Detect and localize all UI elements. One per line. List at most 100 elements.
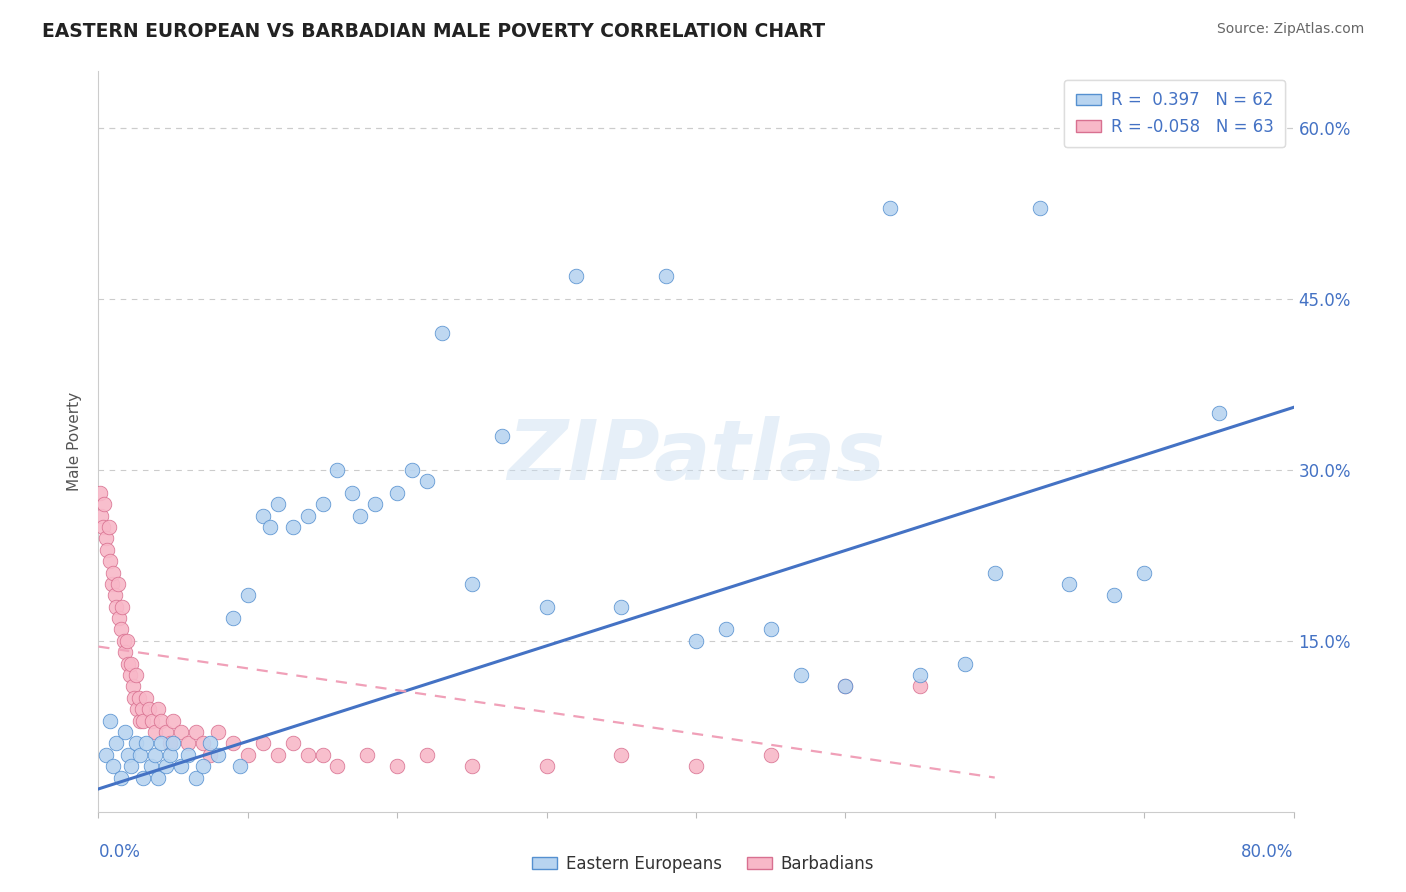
Point [120,657,142,671]
Point [97,520,120,534]
Point [401,463,423,477]
Point [177,736,200,750]
Point [908,680,931,694]
Point [105,599,128,614]
Point [129,714,152,728]
Point [908,668,931,682]
Point [281,736,304,750]
Point [150,714,173,728]
Point [121,680,143,694]
Point [143,747,166,762]
Point [162,736,184,750]
Point [162,714,184,728]
Point [100,554,122,568]
Point [200,747,222,762]
Point [107,577,129,591]
Point [104,588,127,602]
Point [200,736,222,750]
Point [148,771,170,785]
Point [117,657,139,671]
Point [207,747,229,762]
Point [111,599,134,614]
Point [184,771,207,785]
Point [759,747,782,762]
Point [259,520,281,534]
Point [155,759,177,773]
Point [132,771,155,785]
Point [311,747,333,762]
Point [536,759,558,773]
Point [94,532,117,546]
Point [135,736,157,750]
Point [236,588,259,602]
Point [112,633,135,648]
Point [139,759,162,773]
Point [169,725,191,739]
Point [159,736,181,750]
Point [155,725,177,739]
Point [759,623,782,637]
Legend: Eastern Europeans, Barbadians: Eastern Europeans, Barbadians [526,848,880,880]
Point [461,759,484,773]
Point [267,497,290,511]
Point [834,680,856,694]
Point [143,725,166,739]
Point [108,611,131,625]
Point [789,668,811,682]
Point [114,645,136,659]
Point [1208,406,1230,420]
Y-axis label: Male Poverty: Male Poverty [67,392,83,491]
Point [103,566,125,580]
Point [252,508,274,523]
Point [385,759,409,773]
Point [89,485,111,500]
Point [1133,566,1156,580]
Point [491,429,513,443]
Point [131,702,153,716]
Point [311,497,333,511]
Point [128,690,150,705]
Point [349,508,371,523]
Point [91,520,114,534]
Point [177,747,200,762]
Point [191,736,214,750]
Point [117,747,139,762]
Point [124,690,146,705]
Text: Source: ZipAtlas.com: Source: ZipAtlas.com [1216,22,1364,37]
Point [326,463,349,477]
Point [685,633,707,648]
Point [1059,577,1081,591]
Point [120,759,142,773]
Point [114,725,136,739]
Point [879,201,901,215]
Point [342,485,364,500]
Point [129,747,152,762]
Point [267,747,290,762]
Point [222,611,245,625]
Point [93,497,115,511]
Point [1104,588,1126,602]
Point [281,520,304,534]
Point [138,702,160,716]
Point [984,566,1007,580]
Text: 0.0%: 0.0% [98,843,141,861]
Point [135,690,157,705]
Point [148,702,170,716]
Point [714,623,737,637]
Point [385,485,409,500]
Point [141,714,163,728]
Point [150,736,173,750]
Point [110,623,132,637]
Point [207,725,229,739]
Point [110,771,132,785]
Point [191,759,214,773]
Point [565,269,588,284]
Point [105,736,128,750]
Point [127,702,149,716]
Point [94,747,117,762]
Point [236,747,259,762]
Point [655,269,678,284]
Point [159,747,181,762]
Text: 80.0%: 80.0% [1241,843,1294,861]
Text: ZIPatlas: ZIPatlas [508,416,884,497]
